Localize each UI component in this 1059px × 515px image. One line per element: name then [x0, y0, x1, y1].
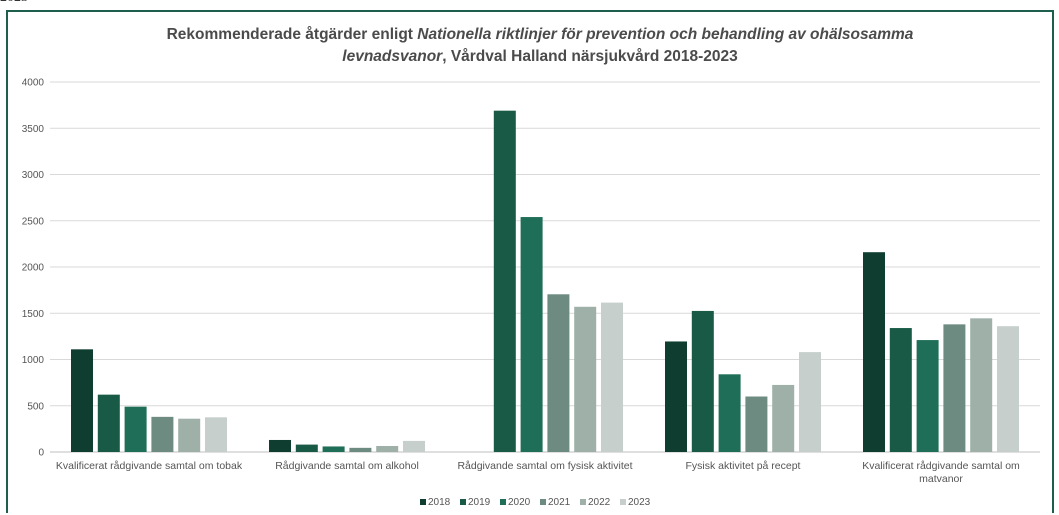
chart-title-line-2: levnadsvanor, Vårdval Halland närsjukvår… — [342, 48, 738, 65]
bar-2023-cat-3 — [799, 352, 821, 452]
bar-2020-cat-4 — [916, 340, 939, 452]
bar-2021-cat-2 — [547, 294, 570, 452]
bar-2023-cat-1 — [403, 440, 425, 452]
chart-title-part: , Vårdval Halland närsjukvård 2018-2023 — [442, 48, 738, 65]
y-tick-label: 3500 — [22, 124, 45, 135]
chart-title-part: Rekommenderade åtgärder enligt — [167, 26, 418, 43]
bar-2022-cat-4 — [970, 318, 993, 452]
legend-label: 2022 — [588, 497, 611, 508]
legend-item-2019: 2019 — [460, 497, 491, 508]
category-label-line: Rådgivande samtal om alkohol — [275, 460, 419, 472]
chart-title-part: levnadsvanor — [342, 48, 443, 65]
y-tick-label: 3000 — [22, 170, 45, 181]
bar-2020-cat-1 — [322, 446, 345, 452]
legend-label: 2020 — [508, 497, 531, 508]
bar-2022-cat-3 — [772, 384, 795, 452]
legend-swatch — [620, 499, 626, 505]
legend-swatch — [540, 499, 546, 505]
legend-label: 2019 — [468, 497, 491, 508]
category-label-line: matvanor — [919, 473, 963, 485]
bar-2019-cat-4 — [889, 328, 912, 452]
y-tick-label: 4000 — [22, 78, 45, 89]
category-label-line: Fysisk aktivitet på recept — [686, 460, 801, 472]
legend-swatch — [460, 499, 466, 505]
bar-2023-cat-4 — [997, 326, 1019, 452]
y-axis-ticks: 0 500 1000 1500 2000 2500 3000 3500 4000 — [22, 78, 45, 459]
bar-2021-cat-0 — [151, 416, 174, 452]
y-tick-label: 2500 — [22, 216, 45, 227]
bar-2019-cat-0 — [97, 394, 120, 452]
legend: 2018 2019 2020 2021 2022 2023 — [420, 497, 651, 508]
chart-title-line-1: Rekommenderade åtgärder enligt Nationell… — [167, 26, 914, 43]
legend-item-2021: 2021 — [540, 497, 571, 508]
chart-title: Rekommenderade åtgärder enligt Nationell… — [167, 26, 914, 65]
bar-2021-cat-1 — [349, 447, 372, 452]
category-label: Rådgivande samtal om alkohol — [275, 460, 419, 472]
category-label: Fysisk aktivitet på recept — [686, 460, 801, 472]
bar-2018-cat-3 — [665, 341, 687, 452]
y-tick-label: 1000 — [22, 355, 45, 366]
chart-frame — [6, 10, 1054, 513]
legend-swatch — [500, 499, 506, 505]
top-caption-fragment: 2023 — [0, 0, 28, 5]
bar-2021-cat-3 — [745, 396, 768, 452]
legend-item-2018: 2018 — [420, 497, 451, 508]
legend-label: 2018 — [428, 497, 451, 508]
bar-2020-cat-2 — [520, 217, 543, 452]
bar-2022-cat-1 — [376, 445, 399, 452]
legend-label: 2023 — [628, 497, 651, 508]
y-tick-label: 500 — [27, 401, 44, 412]
bar-2021-cat-4 — [943, 324, 966, 452]
category-label-line: Kvalificerat rådgivande samtal om tobak — [56, 460, 243, 472]
bar-2019-cat-1 — [295, 444, 318, 452]
legend-item-2023: 2023 — [620, 497, 651, 508]
bar-2022-cat-2 — [574, 306, 597, 452]
bar-2020-cat-3 — [718, 374, 741, 452]
y-tick-label: 2000 — [22, 263, 45, 274]
legend-swatch — [580, 499, 586, 505]
legend-swatch — [420, 499, 426, 505]
bar-2018-cat-0 — [71, 349, 93, 452]
bar-2020-cat-0 — [124, 406, 147, 452]
bar-2022-cat-0 — [178, 418, 201, 452]
bar-2023-cat-2 — [601, 302, 623, 452]
category-label: Rådgivande samtal om fysisk aktivitet — [457, 460, 632, 472]
bar-2023-cat-0 — [205, 417, 227, 452]
x-axis-categories: Kvalificerat rådgivande samtal om tobak R… — [56, 460, 1020, 485]
bar-2019-cat-3 — [691, 310, 714, 452]
legend-label: 2021 — [548, 497, 571, 508]
y-tick-label: 1500 — [22, 309, 45, 320]
bar-2018-cat-1 — [269, 439, 291, 452]
category-label-line: Kvalificerat rådgivande samtal om — [862, 460, 1020, 472]
chart-title-part: Nationella riktlinjer för prevention och… — [417, 26, 913, 43]
category-label-line: Rådgivande samtal om fysisk aktivitet — [457, 460, 632, 472]
legend-item-2020: 2020 — [500, 497, 531, 508]
bar-2018-cat-4 — [863, 252, 885, 452]
y-tick-label: 0 — [38, 448, 44, 459]
bar-2019-cat-2 — [493, 110, 516, 453]
category-label: Kvalificerat rådgivande samtal om matvano… — [862, 460, 1020, 485]
legend-item-2022: 2022 — [580, 497, 611, 508]
category-label: Kvalificerat rådgivande samtal om tobak — [56, 460, 243, 472]
bars — [71, 110, 1019, 453]
